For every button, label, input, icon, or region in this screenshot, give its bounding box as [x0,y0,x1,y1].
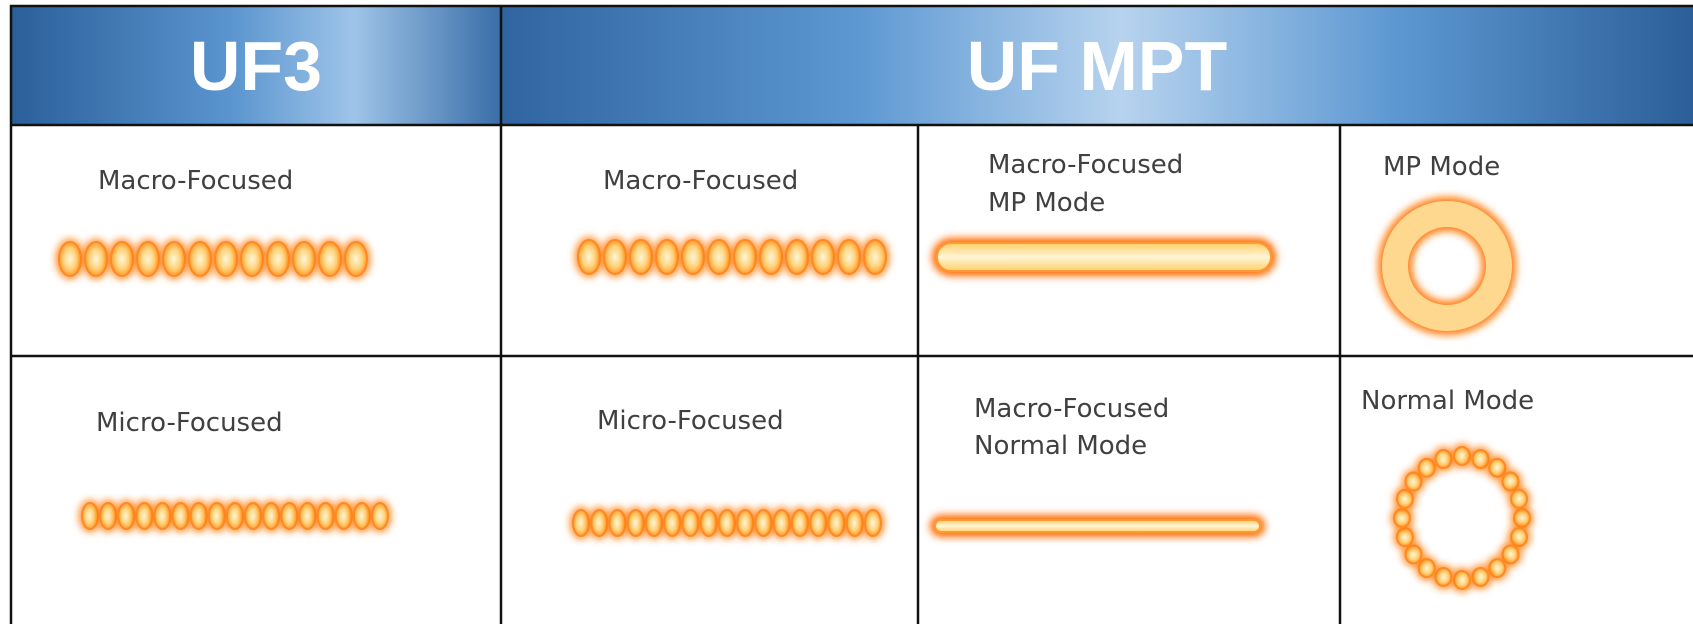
bead [1404,471,1423,492]
bead [608,509,627,537]
bar [936,242,1272,272]
bead [371,502,389,530]
bead [352,502,371,530]
bead [1513,508,1531,528]
bead [162,241,186,277]
bead [207,502,226,530]
bead [1395,527,1414,548]
bead [1488,558,1507,579]
bead [626,509,645,537]
bead [58,241,82,277]
bead [1510,488,1529,509]
bead [226,502,244,530]
ring [1382,201,1512,331]
bead [84,241,108,277]
bead [1453,446,1471,466]
bead [135,502,154,530]
bead [663,509,682,537]
bead [1434,566,1453,587]
header-cell: UF MPT [501,6,1693,125]
bead [344,241,368,277]
bar [934,519,1261,533]
bead [1404,544,1423,565]
bead [334,502,353,530]
cell-label: MP Mode [988,188,1106,218]
cell-label: Normal Mode [974,431,1148,461]
bead [785,239,809,275]
bead [699,509,718,537]
cell-label: Macro-Focused [988,150,1184,180]
bead [1393,508,1411,528]
cell-label: Micro-Focused [597,406,784,436]
cell-label: Macro-Focused [974,394,1170,424]
bead [99,502,118,530]
header-cell: UF3 [11,6,501,125]
bead [81,502,99,530]
bead [153,502,172,530]
bead [244,502,263,530]
bead [1471,449,1490,470]
bead [1510,527,1529,548]
bead [266,241,290,277]
bead [590,509,609,537]
bead [603,239,627,275]
bead [298,502,317,530]
bead [811,239,835,275]
bead [736,509,755,537]
bead [117,502,136,530]
bead [136,241,160,277]
bead [214,241,238,277]
bead [733,239,757,275]
bead [280,502,299,530]
bead [845,509,864,537]
bead [718,509,736,537]
bead [577,239,601,275]
bead [707,239,731,275]
bead [809,509,828,537]
bead [110,241,134,277]
bead [629,239,653,275]
cell-label: Macro-Focused [98,166,294,196]
bead [240,241,264,277]
bead [1501,471,1520,492]
bead [1488,457,1507,478]
bead [572,509,590,537]
bead [1417,558,1436,579]
bead [863,239,887,275]
bead [754,509,773,537]
bead [655,239,679,275]
bead [791,509,809,537]
bead [772,509,791,537]
cell-label: Micro-Focused [96,408,283,438]
bead [681,509,700,537]
bead [292,241,316,277]
bead [316,502,335,530]
bead [759,239,783,275]
bead [1417,457,1436,478]
bead [1434,449,1453,470]
bead [262,502,281,530]
bead [681,239,705,275]
bead [645,509,663,537]
bead [864,509,882,537]
bead [1501,544,1520,565]
bead [188,241,212,277]
cell-label: Macro-Focused [603,166,799,196]
cell-label: Normal Mode [1361,386,1535,416]
bead [837,239,861,275]
grid-lines [9,4,1693,624]
bead [318,241,342,277]
bead [1395,488,1414,509]
bead [171,502,190,530]
bead [827,509,846,537]
bead [1453,570,1471,590]
cell-label: MP Mode [1383,152,1501,182]
bead [1471,566,1490,587]
bead [189,502,208,530]
